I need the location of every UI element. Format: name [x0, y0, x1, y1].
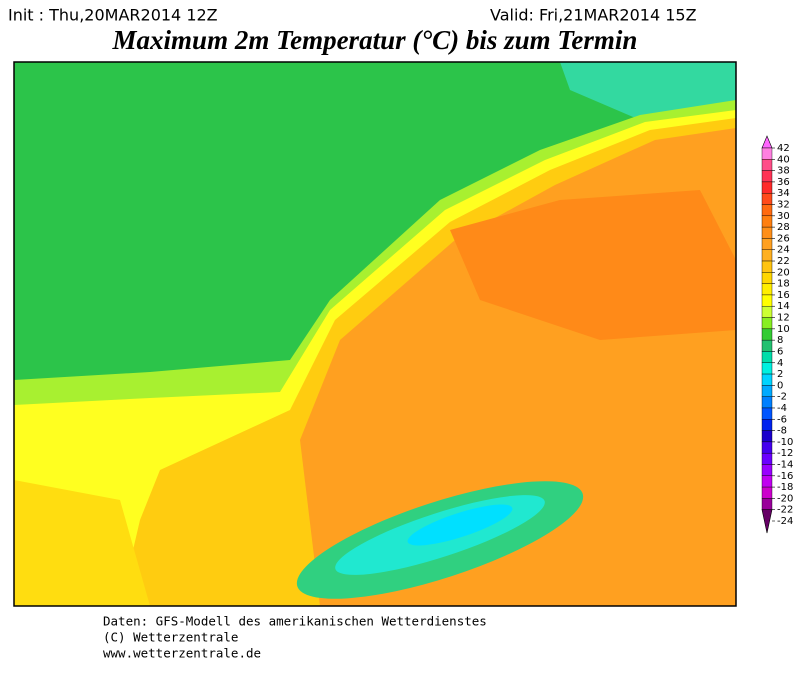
colorbar-label: 42	[777, 143, 790, 154]
colorbar-label: -4	[777, 403, 787, 414]
colorbar-band	[761, 204, 773, 217]
colorbar-band	[761, 441, 773, 454]
colorbar-band	[761, 260, 773, 273]
colorbar-band	[761, 452, 773, 465]
colorbar-label: 26	[777, 233, 790, 244]
colorbar-label: 38	[777, 166, 790, 177]
colorbar-label: 28	[777, 222, 790, 233]
region-coldest	[407, 504, 513, 546]
footer-line: (C) Wetterzentrale	[103, 630, 238, 645]
colorbar-arrow	[761, 135, 773, 149]
colorbar-label: -6	[777, 414, 787, 425]
init-time: Init : Thu,20MAR2014 12Z	[8, 6, 218, 25]
colorbar-band	[761, 147, 773, 160]
colorbar-band	[761, 498, 773, 510]
colorbar-band	[761, 328, 773, 341]
colorbar-band	[761, 294, 773, 307]
colorbar-label: 18	[777, 279, 790, 290]
colorbar-band	[761, 181, 773, 194]
region-coast	[14, 480, 150, 606]
colorbar-band	[761, 407, 773, 420]
colorbar-label: -22	[777, 505, 793, 516]
colorbar-label: 32	[777, 200, 790, 211]
colorbar-band	[761, 170, 773, 183]
region-hottest	[450, 190, 736, 340]
colorbar-band	[761, 385, 773, 397]
colorbar-band	[761, 339, 773, 352]
colorbar-label: 4	[777, 358, 783, 369]
colorbar: 424038363432302826242220181614121086420-…	[761, 135, 793, 534]
colorbar-band	[761, 351, 773, 363]
colorbar-band	[761, 238, 773, 250]
colorbar-label: 8	[777, 335, 783, 346]
colorbar-label: -16	[777, 471, 793, 482]
colorbar-label: -14	[777, 459, 793, 470]
colorbar-label: 14	[777, 301, 790, 312]
colorbar-label: -20	[777, 493, 793, 504]
colorbar-label: -10	[777, 437, 793, 448]
colorbar-label: -2	[777, 392, 787, 403]
colorbar-band	[761, 430, 773, 443]
colorbar-band	[761, 215, 773, 228]
colorbar-band	[761, 249, 773, 262]
colorbar-band	[761, 283, 773, 296]
colorbar-label: 16	[777, 290, 790, 301]
colorbar-band	[761, 475, 773, 488]
map	[13, 61, 737, 607]
colorbar-band	[761, 159, 773, 171]
colorbar-label: 24	[777, 245, 790, 256]
colorbar-label: 30	[777, 211, 790, 222]
footer-line: www.wetterzentrale.de	[103, 646, 261, 661]
colorbar-band	[761, 486, 773, 499]
colorbar-band	[761, 226, 773, 239]
colorbar-label: 12	[777, 313, 790, 324]
colorbar-label: 22	[777, 256, 790, 267]
region-cool	[560, 62, 736, 120]
colorbar-arrow	[761, 509, 773, 534]
colorbar-label: 36	[777, 177, 790, 188]
colorbar-band	[761, 396, 773, 409]
colorbar-label: 10	[777, 324, 790, 335]
colorbar-band	[761, 362, 773, 375]
colorbar-band	[761, 373, 773, 386]
colorbar-band	[761, 306, 773, 318]
colorbar-label: -24	[777, 516, 793, 527]
colorbar-band	[761, 272, 773, 284]
colorbar-label: -18	[777, 482, 793, 493]
colorbar-label: -8	[777, 426, 787, 437]
valid-time: Valid: Fri,21MAR2014 15Z	[490, 6, 697, 25]
colorbar-label: -12	[777, 448, 793, 459]
colorbar-label: 2	[777, 369, 783, 380]
colorbar-band	[761, 317, 773, 330]
footer-line: Daten: GFS-Modell des amerikanischen Wet…	[103, 614, 487, 629]
colorbar-label: 0	[777, 380, 783, 391]
colorbar-band	[761, 464, 773, 476]
colorbar-label: 40	[777, 154, 790, 165]
colorbar-band	[761, 419, 773, 431]
colorbar-label: 34	[777, 188, 790, 199]
colorbar-band	[761, 193, 773, 205]
colorbar-label: 6	[777, 346, 783, 357]
colorbar-label: 20	[777, 267, 790, 278]
map-title: Maximum 2m Temperatur (°C) bis zum Termi…	[112, 25, 638, 55]
map-frame	[13, 61, 737, 607]
